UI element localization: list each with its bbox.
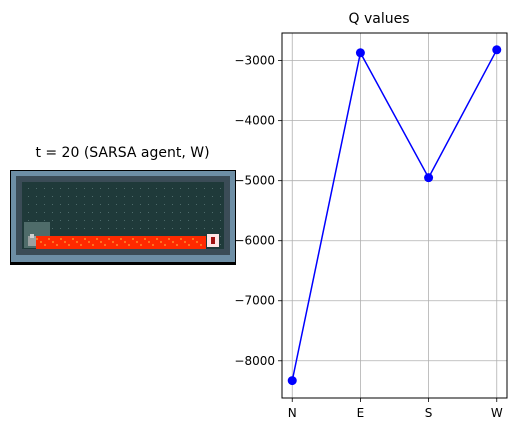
series-line xyxy=(291,49,498,381)
series-markers xyxy=(287,45,502,386)
q-value-point-S xyxy=(424,173,434,183)
y-tick-label: −4000 xyxy=(234,114,275,128)
x-tick-label: W xyxy=(491,406,503,420)
x-tick-label: S xyxy=(425,406,433,420)
y-tick-label: −5000 xyxy=(234,174,275,188)
gridworld-image xyxy=(10,170,236,265)
x-tick-label: E xyxy=(357,406,365,420)
y-tick-label: −7000 xyxy=(234,294,275,308)
q-value-point-E xyxy=(355,48,365,58)
agent-icon xyxy=(28,234,36,246)
env-panel-title: t = 20 (SARSA agent, W) xyxy=(35,145,210,161)
y-tick-label: −8000 xyxy=(234,354,275,368)
x-tick-label: N xyxy=(288,406,297,420)
q-value-point-N xyxy=(287,376,297,386)
y-tick-label: −6000 xyxy=(234,234,275,248)
goal-icon xyxy=(207,234,219,247)
y-tick-label: −3000 xyxy=(234,54,275,68)
grid-lines xyxy=(282,33,507,398)
chart-title: Q values xyxy=(348,11,409,27)
y-axis-ticks: −8000 −7000 −6000 −5000 −4000 −3000 xyxy=(234,54,282,368)
q-value-line xyxy=(291,49,498,381)
q-value-point-W xyxy=(492,45,502,55)
lava-row xyxy=(36,236,206,249)
plot-frame xyxy=(281,32,508,399)
